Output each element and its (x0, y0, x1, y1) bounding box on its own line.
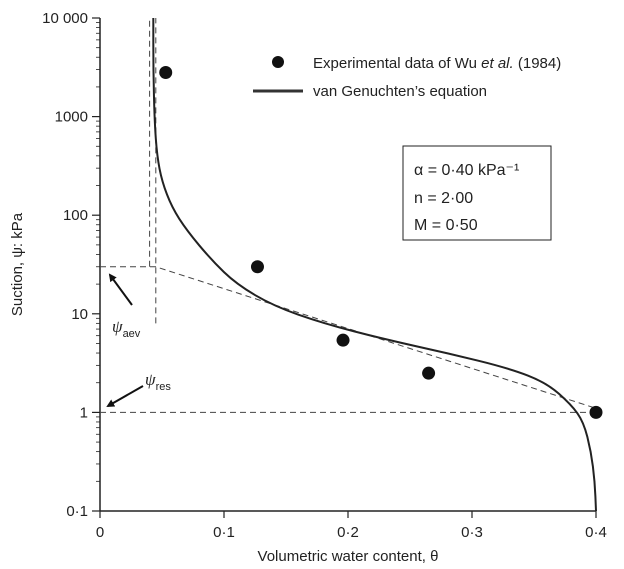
aev-arrow (108, 273, 133, 306)
data-point-2 (336, 333, 350, 347)
y-tick-label-3: 100 (63, 207, 88, 224)
param-m: M = 0·50 (414, 217, 478, 234)
y-tick-label-2: 10 (71, 306, 88, 323)
aev-label: ψaev (112, 317, 141, 340)
aev-tangent-line (100, 266, 597, 409)
legend-scatter-label: Experimental data of Wu et al. (1984) (313, 55, 561, 72)
x-tick-label-3: 0·3 (461, 524, 483, 541)
param-n: n = 2·00 (414, 190, 473, 207)
parameter-box: α = 0·40 kPa⁻¹ n = 2·00 M = 0·50 (402, 145, 552, 241)
parameter-box-frame (402, 145, 552, 241)
legend: Experimental data of Wu et al. (1984) va… (253, 55, 561, 100)
y-tick-label-5: 10 000 (42, 10, 88, 27)
res-arrow (106, 385, 144, 407)
data-point-1 (250, 260, 264, 274)
x-tick-label-2: 0·2 (337, 524, 359, 541)
y-tick-label-1: 1 (80, 404, 88, 421)
y-tick-label-0: 0·1 (66, 503, 88, 520)
y-axis-title: Suction, ψ: kPa (9, 212, 26, 316)
van-genuchten-curve (152, 18, 597, 512)
experimental-points (159, 66, 603, 419)
res-annotation: ψres (106, 370, 171, 407)
x-tick-label-1: 0·1 (213, 524, 235, 541)
data-point-0 (159, 66, 173, 80)
x-tick-label-0: 0 (96, 524, 104, 541)
x-axis-title: Volumetric water content, θ (258, 548, 439, 565)
data-point-3 (422, 366, 436, 380)
legend-scatter-marker (272, 56, 284, 68)
van-genuchten-line (152, 18, 597, 512)
legend-line-label: van Genuchten’s equation (313, 83, 487, 100)
x-tick-label-4: 0·4 (585, 524, 607, 541)
aev-annotation: ψaev (108, 273, 141, 340)
axes: 0·1 1 10 100 1000 10 000 0 0·1 0·2 0·3 0·4 Volumetr… (9, 10, 607, 565)
construction-lines (100, 18, 597, 413)
y-tick-label-4: 1000 (55, 109, 88, 126)
param-alpha: α = 0·40 kPa⁻¹ (414, 162, 519, 179)
data-point-4 (589, 405, 603, 419)
res-label: ψres (145, 370, 171, 393)
